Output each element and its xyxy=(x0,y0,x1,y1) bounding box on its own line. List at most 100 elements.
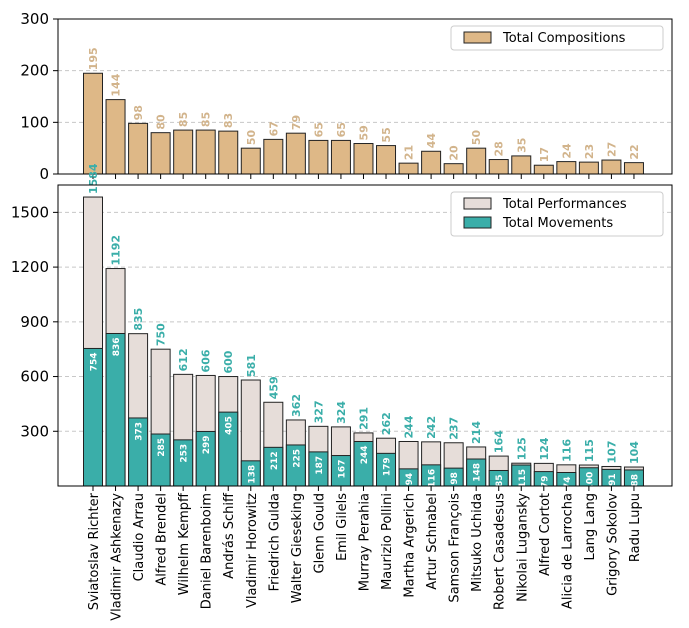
data-label: 107 xyxy=(605,441,618,464)
y-tick-label: 0 xyxy=(39,165,49,183)
x-tick-label: Grigory Sokolov xyxy=(605,493,620,596)
x-tick-label: Vladimir Horowitz xyxy=(245,493,260,608)
x-tick-label: Daniel Barenboim xyxy=(200,493,215,609)
data-label: 285 xyxy=(157,438,167,457)
y-tick-label: 300 xyxy=(20,10,49,28)
y-tick-label: 1200 xyxy=(11,258,49,276)
data-label: 115 xyxy=(518,469,528,488)
data-label: 20 xyxy=(448,145,461,161)
x-tick-label: András Schiff xyxy=(222,492,237,579)
data-label: 1192 xyxy=(110,235,123,266)
data-label: 27 xyxy=(605,142,618,157)
legend-label: Total Performances xyxy=(502,197,627,212)
data-label: 85 xyxy=(177,112,190,127)
legend-box xyxy=(450,191,664,237)
bar-total-compositions xyxy=(533,164,554,175)
x-tick-label: Walter Gieseking xyxy=(290,493,305,603)
data-label: 88 xyxy=(630,474,640,487)
data-label: 116 xyxy=(560,439,573,462)
bar-total-compositions xyxy=(105,99,126,175)
x-tick-label: Robert Casadesus xyxy=(493,493,508,610)
x-tick-label: Artur Schnabel xyxy=(425,493,440,590)
y-tick-label: 1500 xyxy=(11,203,49,221)
legend-swatch xyxy=(463,197,492,210)
data-label: 405 xyxy=(225,416,235,435)
data-label: 44 xyxy=(425,133,438,149)
data-label: 1584 xyxy=(87,163,100,194)
bar-total-compositions xyxy=(623,162,644,175)
bar-total-compositions xyxy=(128,122,149,175)
data-label: 253 xyxy=(180,444,190,463)
x-tick-label: Glenn Gould xyxy=(312,493,327,573)
x-tick-label: Murray Perahia xyxy=(357,493,372,591)
legend-label: Total Movements xyxy=(502,216,613,231)
data-label: 65 xyxy=(335,122,348,137)
data-label: 94 xyxy=(405,473,415,486)
data-label: 195 xyxy=(87,47,100,70)
data-label: 35 xyxy=(515,138,528,153)
data-label: 167 xyxy=(337,460,347,479)
x-tick-label: Lang Lang xyxy=(583,493,598,561)
performances-panel: 300 600 900 1200 1500 1584 1192 835 750 612 606 600… xyxy=(11,163,673,491)
bar-total-compositions xyxy=(150,132,171,175)
bar-total-compositions xyxy=(83,72,103,175)
bar-total-compositions xyxy=(511,155,532,175)
data-label: 362 xyxy=(290,394,303,417)
bar-total-compositions xyxy=(443,163,464,175)
x-tick-label: Sviatoslav Richter xyxy=(87,492,102,610)
data-label: 124 xyxy=(538,437,551,460)
data-label: 459 xyxy=(267,376,280,399)
data-label: 212 xyxy=(270,451,280,470)
data-label: 754 xyxy=(90,352,100,371)
data-label: 244 xyxy=(403,415,416,438)
bar-total-compositions xyxy=(173,129,194,175)
data-label: 79 xyxy=(290,115,303,130)
x-axis-tick-labels: Sviatoslav Richter Vladimir Ashkenazy Clau… xyxy=(87,492,643,621)
plot-frame xyxy=(57,18,673,175)
data-label: 116 xyxy=(428,469,438,488)
data-label: 244 xyxy=(360,445,370,464)
data-label: 23 xyxy=(583,144,596,159)
data-label: 115 xyxy=(583,439,596,462)
y-tick-label: 900 xyxy=(20,313,49,331)
bar-total-compositions xyxy=(578,161,599,175)
data-label: 100 xyxy=(585,472,595,491)
data-label: 55 xyxy=(380,127,393,142)
bar-total-compositions xyxy=(421,150,442,175)
data-label: 242 xyxy=(425,416,438,439)
data-label: 17 xyxy=(538,147,551,162)
data-label: 74 xyxy=(563,477,573,490)
bar-total-compositions xyxy=(376,145,397,175)
data-label: 835 xyxy=(132,308,145,331)
bar-total-compositions xyxy=(308,139,329,175)
data-label: 324 xyxy=(335,401,348,424)
y-tick-label: 600 xyxy=(20,368,49,386)
data-label: 83 xyxy=(222,113,235,128)
bar-total-compositions xyxy=(601,159,622,175)
bar-total-compositions xyxy=(218,130,239,175)
legend-box xyxy=(450,25,664,51)
data-label: 581 xyxy=(245,354,258,377)
data-label: 59 xyxy=(357,125,370,140)
data-label: 125 xyxy=(515,437,528,460)
data-label: 187 xyxy=(315,456,325,475)
bar-total-compositions xyxy=(398,162,419,175)
data-label: 80 xyxy=(155,114,168,130)
x-tick-label: Emil Gilels xyxy=(335,493,350,561)
data-label: 144 xyxy=(110,73,123,96)
bar-total-compositions xyxy=(285,132,306,175)
data-label: 291 xyxy=(357,407,370,430)
legend-swatch xyxy=(463,31,492,44)
data-label: 237 xyxy=(448,417,461,440)
bar-total-compositions xyxy=(195,129,216,175)
compositions-panel: 0 100 200 300 195 144 98 80 85 85 83 50 67 79 65 65 59 55… xyxy=(20,10,673,183)
data-label: 327 xyxy=(312,400,325,423)
x-tick-label: Friedrich Gulda xyxy=(267,493,282,591)
data-label: 373 xyxy=(135,422,145,441)
data-label: 148 xyxy=(473,463,483,482)
data-label: 91 xyxy=(608,473,618,486)
y-tick-label: 100 xyxy=(20,113,49,131)
data-label: 24 xyxy=(560,143,573,159)
x-tick-label: Wilhelm Kempff xyxy=(177,492,192,595)
